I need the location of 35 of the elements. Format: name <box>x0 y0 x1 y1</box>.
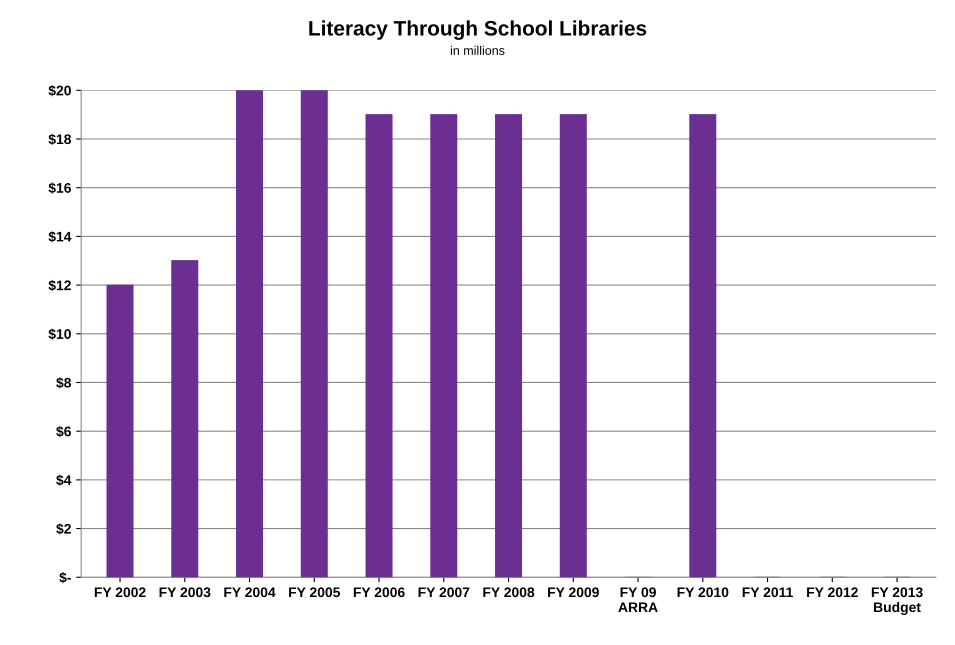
x-tick-label: FY 2011 <box>742 587 793 598</box>
bar <box>236 90 264 578</box>
y-tick-label: $10 <box>48 328 71 340</box>
x-tick-label: FY 2003 <box>160 587 210 598</box>
x-tick-label: FY 2002 <box>94 587 146 598</box>
y-tick-label: $20 <box>48 85 71 96</box>
x-tick-label: FY 2008 <box>483 587 534 598</box>
chart-title: Literacy Through School Libraries <box>309 20 646 40</box>
x-tick-label: FY 2010 <box>678 587 728 598</box>
x-tick-label: FY 09 ARRA <box>618 587 658 612</box>
bar <box>300 90 328 578</box>
y-tick-label: $16 <box>48 182 71 194</box>
y-tick-label: $14 <box>48 231 72 242</box>
y-tick-label: $8 <box>56 377 72 389</box>
x-tick-label: FY 2013 Budget <box>872 587 923 615</box>
x-tick-label: FY 2007 <box>418 587 470 598</box>
bar <box>171 260 198 578</box>
bar <box>366 114 393 578</box>
bar <box>495 114 522 578</box>
bar <box>560 114 587 578</box>
bar <box>430 114 458 578</box>
x-tick-label: FY 2006 <box>354 587 405 598</box>
bar <box>106 284 134 578</box>
y-tick-label: $- <box>59 572 71 584</box>
x-tick-label: FY 2009 <box>548 587 599 598</box>
y-tick-label: $12 <box>48 280 71 292</box>
x-tick-label: FY 2005 <box>289 587 340 598</box>
y-tick-label: $6 <box>56 426 71 438</box>
chart-subtitle: in millions <box>450 46 504 55</box>
x-tick-label: FY 2004 <box>224 587 276 598</box>
y-tick-label: $4 <box>56 474 72 486</box>
x-tick-label: FY 2012 <box>807 587 858 598</box>
y-tick-label: $2 <box>56 523 71 535</box>
bar <box>689 114 716 578</box>
y-tick-label: $18 <box>48 134 72 146</box>
